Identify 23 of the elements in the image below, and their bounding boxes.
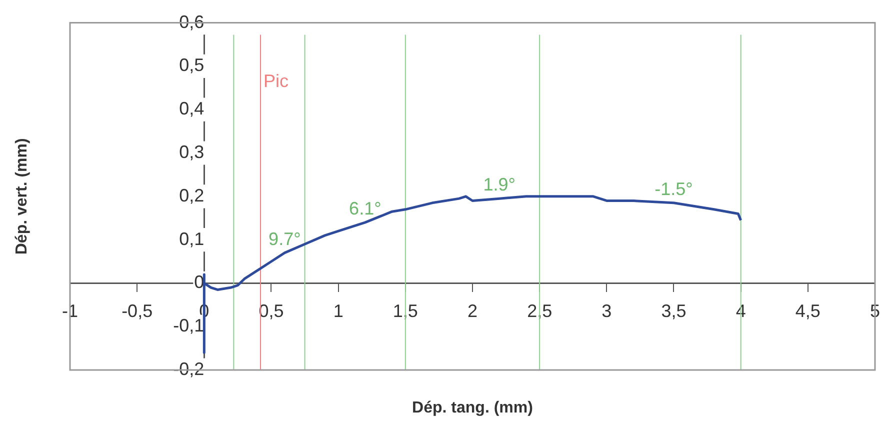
y-tick-label: 0,1 (179, 228, 204, 249)
y-tick-label: 0 (194, 272, 204, 292)
x-tick-label: 2,5 (527, 300, 552, 321)
x-tick-label: 3,5 (661, 300, 686, 321)
x-tick-label: 1,5 (392, 300, 418, 321)
y-tick-label: 0,4 (179, 98, 204, 119)
x-tick-label: 4,5 (795, 300, 820, 321)
x-axis-title: Dép. tang. (mm) (412, 399, 533, 416)
y-axis-title: Dép. vert. (mm) (13, 138, 30, 255)
x-tick-label: 2 (467, 300, 478, 321)
x-tick-label: -0,5 (122, 300, 153, 321)
x-tick-label: 3 (602, 300, 612, 321)
ref-line-label: Pic (264, 70, 289, 91)
x-tick-label: 1 (333, 300, 344, 321)
annotation: 6.1° (349, 198, 382, 218)
annotation: 1.9° (483, 174, 516, 195)
y-tick-label: 0,2 (179, 185, 204, 206)
y-tick-label: -0,1 (173, 316, 204, 336)
x-tick-label: 4 (736, 300, 746, 321)
annotation: -1.5° (654, 178, 693, 199)
y-tick-label: 0,3 (179, 142, 204, 162)
y-tick-label: 0,5 (179, 55, 204, 76)
annotation: 9.7° (268, 228, 301, 249)
